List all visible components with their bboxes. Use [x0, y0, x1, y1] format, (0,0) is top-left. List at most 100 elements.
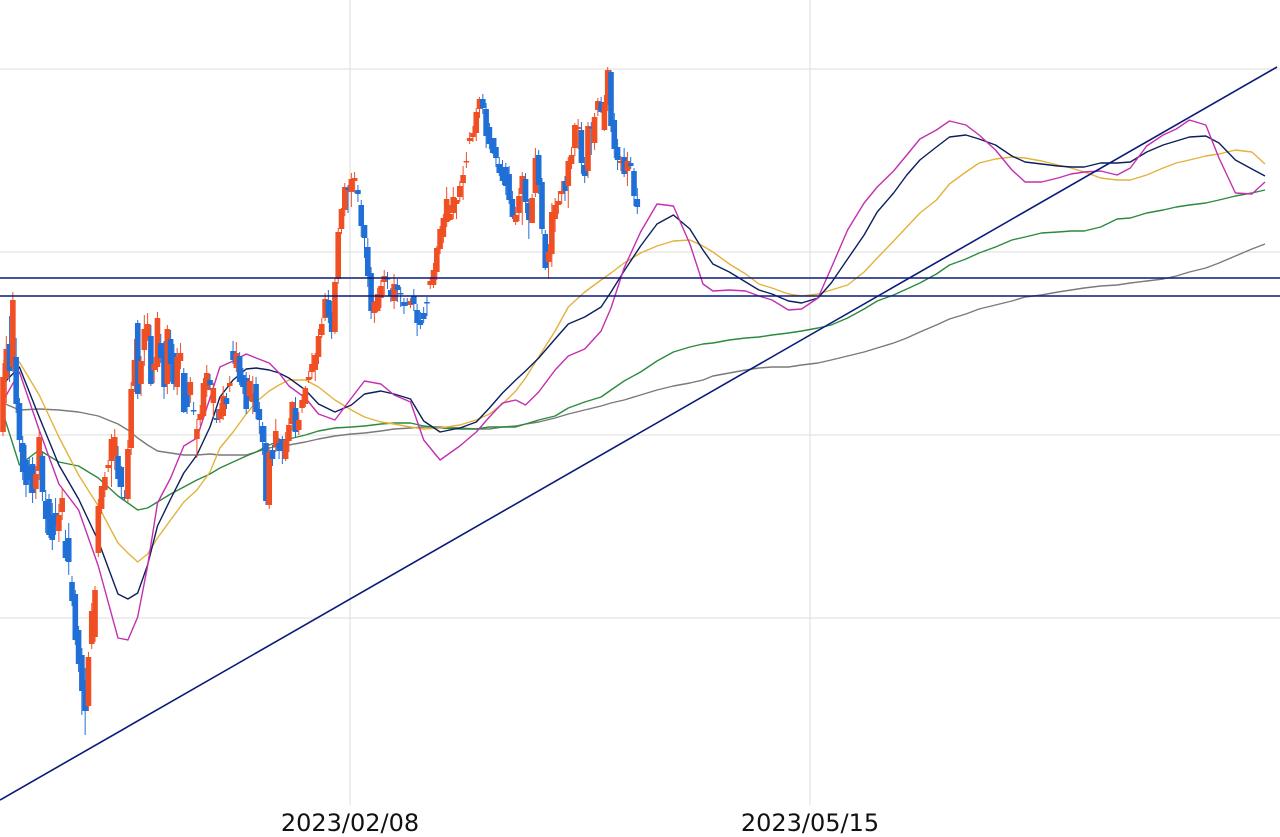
- candle-body: [16, 403, 23, 440]
- candle: [276, 438, 282, 459]
- candle: [46, 494, 52, 538]
- candle: [562, 176, 568, 201]
- candle: [348, 173, 355, 207]
- candle-body: [171, 353, 177, 384]
- candle: [56, 504, 62, 542]
- candle-body: [417, 320, 424, 325]
- candle-body: [131, 360, 138, 386]
- candle: [509, 191, 516, 219]
- candle: [210, 383, 217, 417]
- candle-body: [151, 364, 157, 370]
- candle-body: [621, 157, 627, 174]
- candle-body: [555, 201, 562, 205]
- candle: [440, 214, 447, 243]
- candle-body: [95, 506, 102, 553]
- candle-body: [624, 161, 631, 171]
- candle: [10, 292, 16, 372]
- candle: [470, 126, 476, 142]
- candle-body: [56, 515, 62, 531]
- candle-body: [608, 72, 614, 126]
- candle-body: [23, 460, 29, 485]
- candle: [503, 163, 509, 195]
- candle: [148, 325, 154, 386]
- candle: [69, 576, 75, 606]
- candle-body: [46, 499, 52, 535]
- candle: [463, 152, 470, 168]
- candle: [180, 368, 187, 413]
- candle: [111, 429, 118, 470]
- candle-body: [364, 247, 371, 276]
- candle-body: [368, 273, 374, 311]
- candle-body: [312, 355, 319, 370]
- candle-body: [411, 296, 417, 304]
- candle: [371, 301, 378, 323]
- candle-body: [397, 293, 404, 295]
- candle: [263, 426, 269, 505]
- candle: [578, 122, 585, 174]
- candle: [217, 403, 223, 423]
- candle: [572, 123, 578, 156]
- candle: [23, 445, 29, 497]
- candle: [272, 419, 279, 452]
- candle: [289, 401, 296, 431]
- candle-body: [233, 353, 240, 368]
- candle: [364, 238, 371, 287]
- candle-body: [601, 103, 608, 130]
- candle: [417, 312, 424, 329]
- candle-body: [388, 290, 394, 296]
- candle-body: [0, 377, 6, 432]
- candle-body: [420, 313, 427, 319]
- candle-body: [13, 357, 19, 404]
- candle: [292, 397, 299, 438]
- candle-body: [338, 209, 345, 229]
- candle-body: [240, 375, 246, 387]
- candle: [473, 108, 480, 141]
- candle-body: [72, 594, 79, 640]
- candle-body: [177, 353, 184, 361]
- candle: [282, 432, 289, 461]
- candle: [496, 157, 503, 176]
- candle: [203, 365, 210, 397]
- candle-body: [134, 323, 141, 394]
- candle: [207, 374, 213, 390]
- candle: [184, 373, 190, 414]
- candle: [414, 304, 420, 336]
- candle-body: [118, 467, 125, 487]
- candle: [614, 139, 621, 170]
- candle-body: [466, 138, 473, 141]
- candle: [588, 122, 595, 155]
- candle: [529, 194, 535, 223]
- candle-body: [309, 364, 315, 372]
- candle-body: [62, 541, 69, 558]
- candle: [476, 97, 483, 118]
- ma-20-line: [2, 149, 1266, 563]
- candle-body: [358, 205, 365, 226]
- candle-body: [588, 127, 595, 129]
- candle: [575, 119, 581, 149]
- candle-body: [190, 410, 197, 412]
- candle-body: [529, 198, 535, 223]
- candle: [220, 386, 226, 420]
- candle-body: [493, 147, 499, 158]
- candle-body: [378, 286, 384, 298]
- candle-body: [434, 248, 440, 272]
- candle: [79, 648, 85, 715]
- candle: [295, 412, 302, 435]
- candle: [141, 315, 148, 366]
- candle: [279, 436, 286, 464]
- candle: [332, 278, 338, 334]
- candle: [190, 402, 197, 415]
- candle: [328, 301, 335, 339]
- candle: [305, 371, 312, 383]
- candle: [0, 363, 6, 436]
- candle-body: [26, 466, 33, 480]
- candle: [118, 466, 125, 498]
- candle-body: [65, 538, 72, 562]
- candle-body: [473, 112, 480, 133]
- candle: [549, 203, 555, 267]
- candle: [187, 377, 194, 403]
- candle-body: [532, 158, 539, 193]
- candle-body: [223, 398, 230, 404]
- candle: [558, 181, 565, 204]
- candle: [39, 452, 46, 501]
